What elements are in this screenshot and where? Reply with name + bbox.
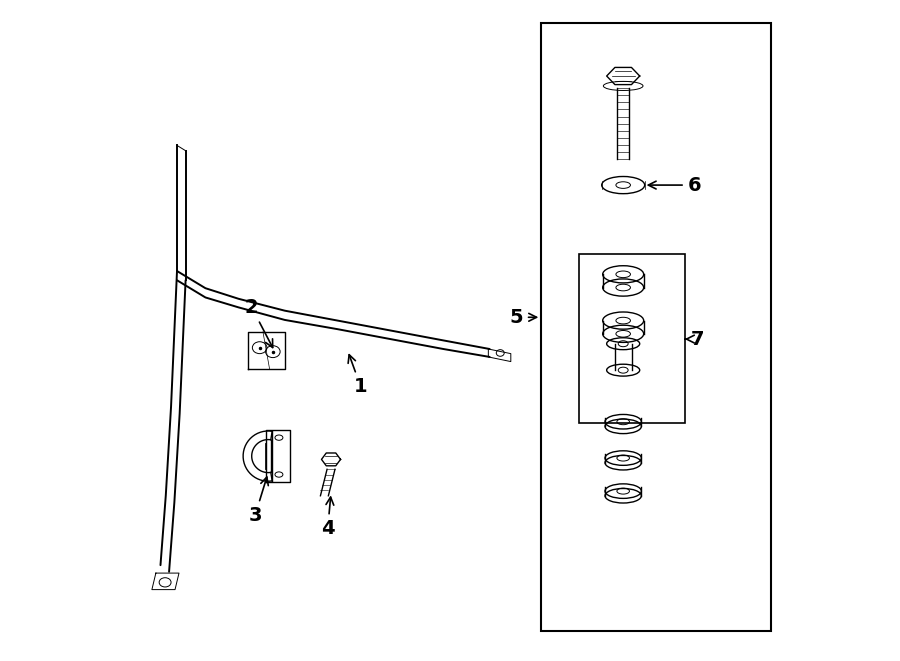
Text: 5: 5 — [509, 308, 536, 327]
Text: 7: 7 — [686, 330, 705, 348]
Text: 2: 2 — [245, 298, 273, 348]
Text: 3: 3 — [248, 477, 268, 525]
Text: 1: 1 — [348, 355, 367, 396]
Text: 4: 4 — [321, 497, 335, 538]
Bar — [579, 254, 685, 423]
Text: 6: 6 — [648, 176, 701, 194]
Bar — [541, 23, 770, 631]
